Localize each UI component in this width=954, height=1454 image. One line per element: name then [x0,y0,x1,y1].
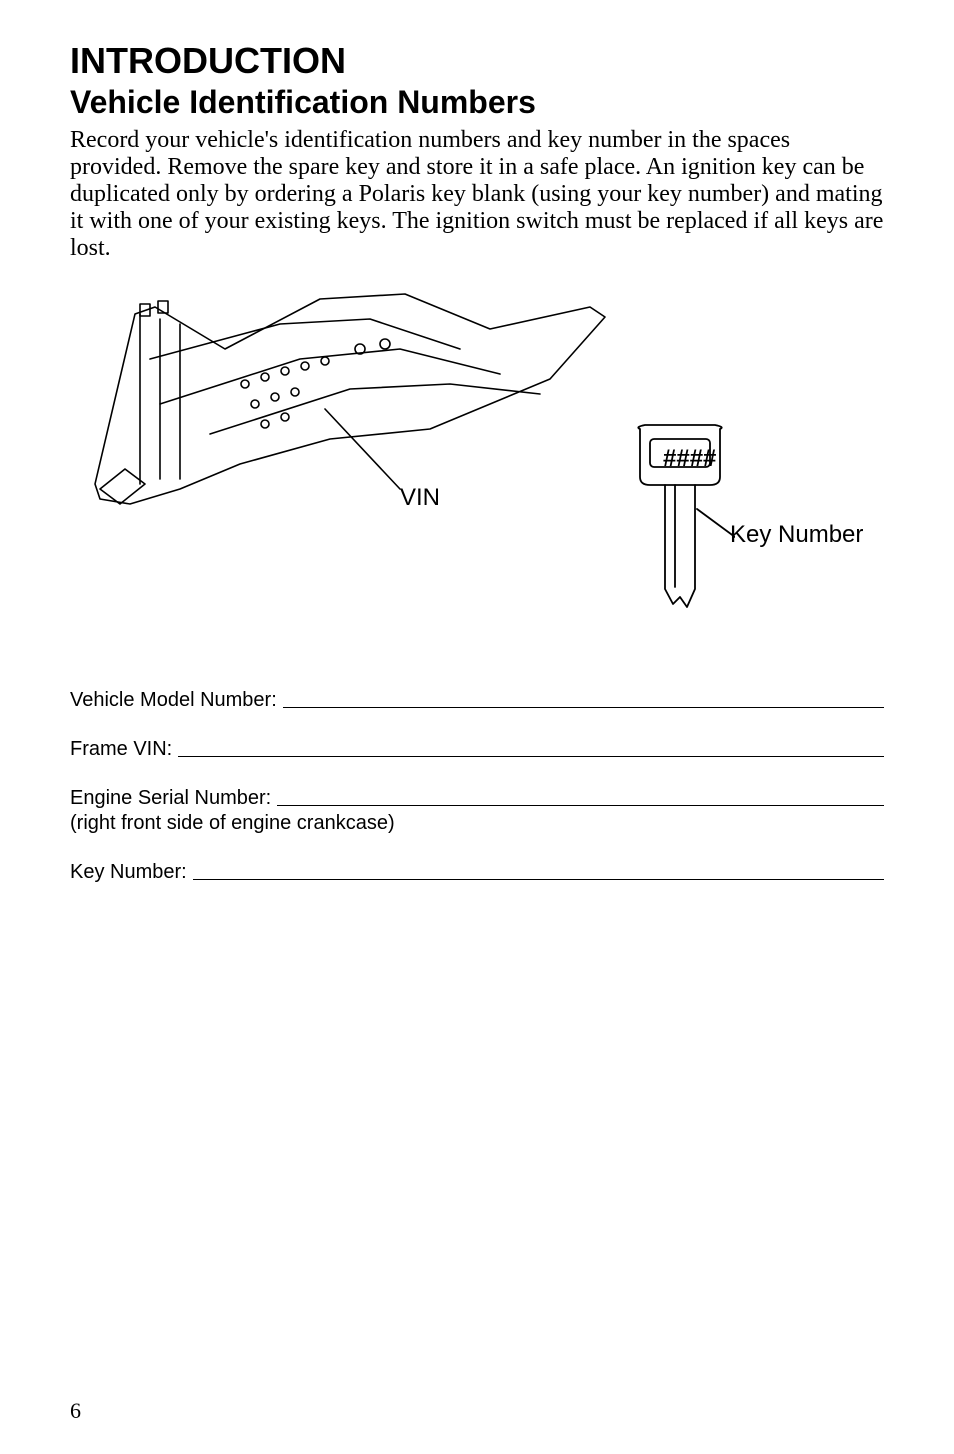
blank-vehicle-model-number[interactable] [283,707,884,708]
blank-key-number[interactable] [193,879,884,880]
label-frame-vin: Frame VIN: [70,738,172,761]
blank-engine-serial-number[interactable] [277,805,884,806]
heading-introduction: INTRODUCTION [70,40,884,82]
vin-chassis-illustration [70,289,610,549]
figure-area: VIN #### Key Number [70,289,884,629]
form-line-model-number: Vehicle Model Number: [70,689,884,712]
label-engine-serial-number: Engine Serial Number: [70,787,271,810]
label-vehicle-model-number: Vehicle Model Number: [70,689,277,712]
vin-label: VIN [400,484,440,512]
page-number: 6 [70,1398,81,1424]
key-hash-label: #### [663,445,716,473]
page: INTRODUCTION Vehicle Identification Numb… [0,0,954,1454]
label-key-number: Key Number: [70,861,187,884]
key-number-label: Key Number [730,521,863,549]
note-engine-serial-location: (right front side of engine crankcase) [70,812,884,835]
heading-vehicle-id-numbers: Vehicle Identification Numbers [70,84,884,121]
intro-paragraph: Record your vehicle's identification num… [70,127,884,261]
form-line-engine-serial: Engine Serial Number: [70,787,884,810]
form-line-key-number: Key Number: [70,861,884,884]
blank-frame-vin[interactable] [178,756,884,757]
form-line-frame-vin: Frame VIN: [70,738,884,761]
